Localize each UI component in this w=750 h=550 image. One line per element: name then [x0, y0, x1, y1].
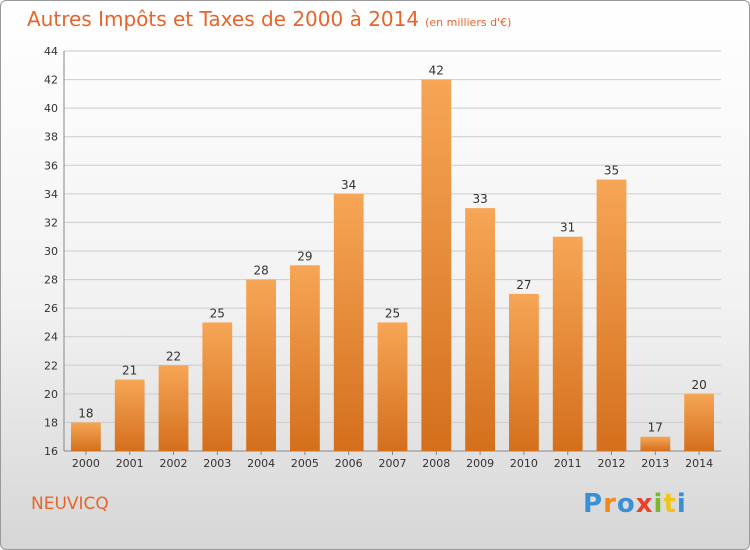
x-tick-label: 2004: [247, 457, 275, 470]
bar: [71, 422, 101, 451]
bar-value-label: 31: [560, 221, 575, 235]
bar-value-label: 20: [691, 378, 706, 392]
x-tick-label: 2005: [291, 457, 319, 470]
y-tick-label: 22: [44, 359, 58, 372]
logo-letter: P: [583, 489, 604, 519]
bar-value-label: 22: [166, 349, 181, 363]
logo-letter: t: [663, 489, 677, 519]
y-tick-label: 30: [44, 245, 58, 258]
x-tick-label: 2007: [379, 457, 407, 470]
bar-value-label: 42: [429, 64, 444, 78]
bar-value-label: 34: [341, 178, 356, 192]
y-tick-label: 42: [44, 74, 58, 87]
bar: [202, 322, 233, 451]
x-tick-label: 2013: [641, 457, 669, 470]
bar: [421, 79, 452, 452]
x-tick-label: 2000: [72, 457, 100, 470]
y-tick-label: 34: [44, 188, 58, 201]
bar-value-label: 28: [253, 264, 268, 278]
chart-title-main: Autres Impôts et Taxes de 2000 à 2014: [27, 7, 420, 31]
x-tick-label: 2011: [554, 457, 582, 470]
chart-subtitle: (en milliers d'€): [425, 16, 512, 29]
x-tick-label: 2014: [685, 457, 713, 470]
bar-value-label: 27: [516, 278, 531, 292]
y-tick-label: 38: [44, 131, 58, 144]
x-tick-label: 2012: [598, 457, 626, 470]
bar-value-label: 29: [297, 249, 312, 263]
y-tick-label: 36: [44, 159, 58, 172]
proxiti-logo: Proxiti: [583, 489, 687, 519]
x-tick-label: 2001: [116, 457, 144, 470]
y-tick-label: 44: [44, 45, 58, 58]
bar-value-label: 25: [210, 306, 225, 320]
bar-value-label: 17: [648, 421, 663, 435]
x-tick-label: 2002: [160, 457, 188, 470]
x-tick-label: 2009: [466, 457, 494, 470]
bar: [465, 208, 495, 451]
bar: [596, 179, 627, 452]
bar: [552, 236, 583, 451]
bar-value-label: 18: [78, 406, 93, 420]
logo-letter: o: [616, 489, 636, 519]
x-tick-label: 2006: [335, 457, 363, 470]
y-tick-label: 32: [44, 216, 58, 229]
logo-letter: x: [635, 489, 654, 519]
bar-value-label: 21: [122, 364, 137, 378]
x-tick-label: 2008: [422, 457, 450, 470]
x-tick-label: 2003: [203, 457, 231, 470]
bar: [640, 436, 671, 451]
bar-value-label: 35: [604, 164, 619, 178]
bar: [290, 265, 320, 451]
y-tick-label: 24: [44, 331, 58, 344]
chart-title: Autres Impôts et Taxes de 2000 à 2014 (en…: [27, 7, 511, 31]
bar: [377, 322, 408, 451]
bar-value-label: 25: [385, 306, 400, 320]
y-tick-label: 18: [44, 416, 58, 429]
y-tick-label: 26: [44, 302, 58, 315]
city-name: NEUVICQ: [31, 494, 109, 514]
logo-letter: i: [653, 489, 664, 519]
bar: [114, 379, 145, 451]
bar: [509, 293, 539, 451]
x-tick-label: 2010: [510, 457, 538, 470]
logo-letter: i: [676, 489, 687, 519]
bar: [333, 193, 364, 451]
bar: [158, 365, 189, 451]
y-tick-label: 28: [44, 274, 58, 287]
y-tick-label: 40: [44, 102, 58, 115]
bar: [684, 393, 714, 451]
bar: [246, 279, 276, 451]
y-tick-label: 20: [44, 388, 58, 401]
bar-value-label: 33: [472, 192, 487, 206]
y-tick-label: 16: [44, 445, 58, 458]
logo-letter: r: [603, 489, 617, 519]
